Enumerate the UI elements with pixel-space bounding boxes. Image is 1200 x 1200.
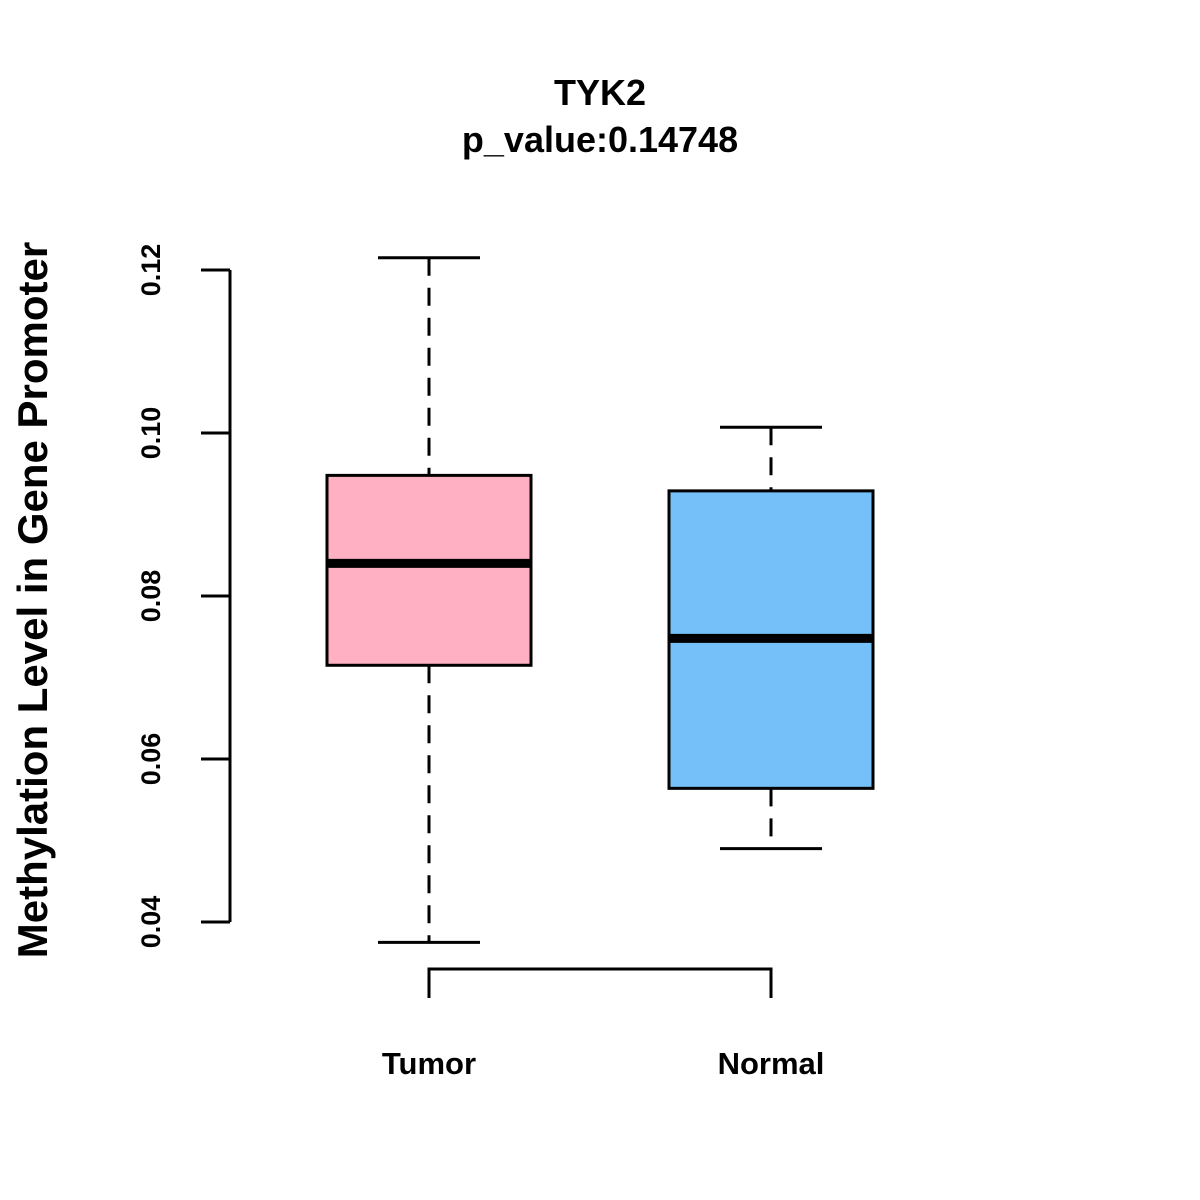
x-category-label: Normal	[718, 1046, 825, 1081]
iqr-box	[325, 473, 533, 667]
y-tick-label: 0.12	[136, 244, 166, 297]
box-normal	[667, 425, 875, 851]
chart-subtitle: p_value:0.14748	[462, 119, 738, 160]
comparison-bracket	[427, 967, 773, 998]
y-tick-label: 0.04	[136, 896, 166, 949]
box-tumor	[325, 256, 533, 944]
y-axis-label: Methylation Level in Gene Promoter	[9, 242, 56, 958]
category-labels: Tumor Normal	[382, 1046, 824, 1081]
x-category-label: Tumor	[382, 1046, 476, 1081]
bracket-line	[427, 967, 773, 998]
y-tick-label: 0.08	[136, 570, 166, 623]
y-tick-label: 0.10	[136, 407, 166, 460]
boxes-group	[325, 256, 875, 944]
y-tick-label: 0.06	[136, 733, 166, 786]
y-axis: 0.04 0.06 0.08 0.10 0.12	[136, 244, 232, 949]
chart-title: TYK2	[554, 72, 646, 113]
